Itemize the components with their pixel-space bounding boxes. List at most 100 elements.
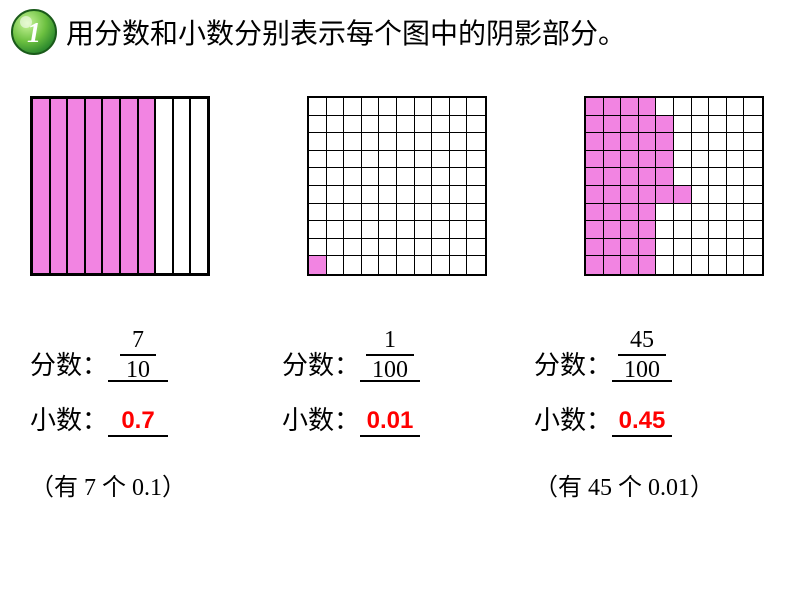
decimal-value: 0.01 (367, 407, 414, 435)
cell (674, 151, 692, 169)
cell (415, 151, 433, 169)
cell (586, 116, 604, 134)
cell (692, 151, 710, 169)
cell (744, 204, 762, 222)
cell (586, 151, 604, 169)
cell (639, 256, 657, 274)
cell (379, 186, 397, 204)
cell (379, 98, 397, 116)
cell (692, 116, 710, 134)
cell (656, 116, 674, 134)
cell (450, 221, 468, 239)
cell (692, 221, 710, 239)
cell (656, 256, 674, 274)
cell (397, 221, 415, 239)
cell (674, 239, 692, 257)
cell (621, 239, 639, 257)
grid-hundredths-b (584, 96, 764, 276)
cell (656, 221, 674, 239)
cell (327, 151, 345, 169)
cell (397, 133, 415, 151)
cell (450, 168, 468, 186)
bar (174, 99, 192, 273)
cell (450, 133, 468, 151)
cell (362, 133, 380, 151)
answer-col-1: 分数： 7 10 小数： 0.7 (30, 326, 260, 455)
cell (692, 98, 710, 116)
cell (604, 98, 622, 116)
cell (656, 98, 674, 116)
cell (362, 116, 380, 134)
cell (432, 116, 450, 134)
cell (432, 186, 450, 204)
fraction-blank: 7 10 (108, 326, 168, 382)
cell (327, 168, 345, 186)
decimal-blank: 0.01 (360, 407, 420, 437)
answer-col-3: 分数： 45 100 小数： 0.45 (534, 326, 764, 455)
cell (432, 168, 450, 186)
question-title: 用分数和小数分别表示每个图中的阴影部分。 (66, 12, 626, 52)
cell (432, 256, 450, 274)
cell (639, 221, 657, 239)
cell (744, 186, 762, 204)
cell (327, 239, 345, 257)
cell (415, 239, 433, 257)
cell (344, 239, 362, 257)
cell (432, 133, 450, 151)
cell (309, 186, 327, 204)
cell (727, 116, 745, 134)
cell (344, 133, 362, 151)
fraction-value: 45 100 (618, 328, 666, 382)
fraction-label: 分数： (534, 345, 612, 382)
cell (744, 239, 762, 257)
cell (415, 168, 433, 186)
bar (139, 99, 157, 273)
cell (379, 133, 397, 151)
grids-row (0, 56, 794, 276)
cell (344, 204, 362, 222)
cell (744, 116, 762, 134)
bar (103, 99, 121, 273)
grid-tenths (30, 96, 210, 276)
fraction-value: 1 100 (366, 328, 414, 382)
cell (309, 133, 327, 151)
cell (674, 256, 692, 274)
cell (467, 168, 485, 186)
cell (709, 133, 727, 151)
decimal-blank: 0.45 (612, 407, 672, 437)
cell (744, 256, 762, 274)
cell (692, 186, 710, 204)
cell (674, 98, 692, 116)
cell (309, 116, 327, 134)
cell (621, 256, 639, 274)
cell (656, 168, 674, 186)
cell (327, 116, 345, 134)
answers-row: 分数： 7 10 小数： 0.7 分数： 1 100 (0, 276, 794, 455)
cell (362, 98, 380, 116)
cell (709, 239, 727, 257)
cell (309, 204, 327, 222)
answer-col-2: 分数： 1 100 小数： 0.01 (282, 326, 512, 455)
cell (709, 151, 727, 169)
cell (362, 151, 380, 169)
cell (727, 186, 745, 204)
cell (692, 133, 710, 151)
bar (33, 99, 51, 273)
cell (327, 186, 345, 204)
cell (604, 256, 622, 274)
question-number-badge: 1 (10, 8, 58, 56)
cell (586, 204, 604, 222)
cell (344, 168, 362, 186)
bar (51, 99, 69, 273)
cell (727, 256, 745, 274)
cell (397, 168, 415, 186)
cell (621, 186, 639, 204)
note-1: （有 7 个 0.1） (30, 467, 260, 502)
cell (744, 168, 762, 186)
cell (362, 186, 380, 204)
cell (744, 98, 762, 116)
decimal-value: 0.45 (619, 407, 666, 435)
decimal-blank: 0.7 (108, 407, 168, 437)
cell (639, 204, 657, 222)
cell (362, 204, 380, 222)
